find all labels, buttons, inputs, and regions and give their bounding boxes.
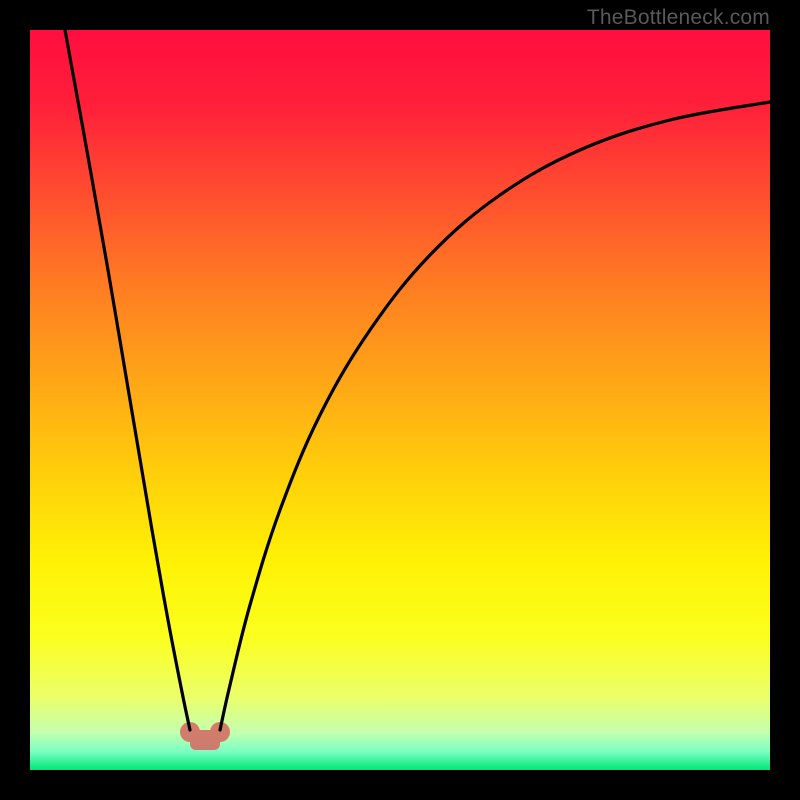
minimum-marker (180, 722, 230, 750)
watermark-text: TheBottleneck.com (587, 6, 770, 30)
curve-right-branch (220, 102, 770, 730)
plot-area (30, 30, 770, 770)
bottleneck-curve (30, 30, 770, 770)
curve-left-branch (65, 30, 190, 730)
